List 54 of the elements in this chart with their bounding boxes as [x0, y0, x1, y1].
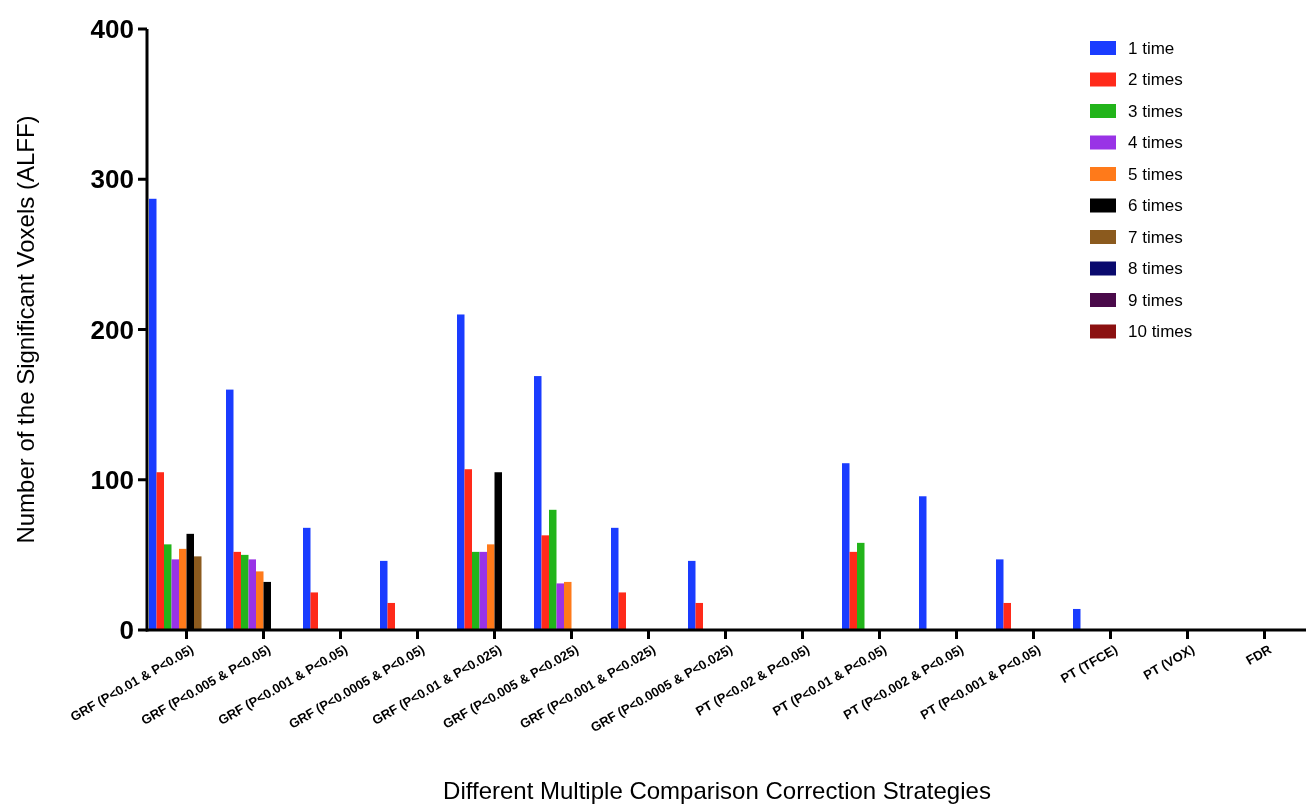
legend-label: 4 times: [1128, 133, 1183, 153]
bar: [149, 198, 157, 630]
bar: [541, 535, 549, 630]
legend-label: 10 times: [1128, 322, 1193, 342]
bar: [241, 554, 249, 630]
bar: [164, 544, 172, 630]
bar: [457, 314, 465, 630]
bar: [387, 602, 395, 630]
bar: [479, 551, 487, 630]
bar: [310, 592, 318, 630]
bar: [549, 509, 557, 630]
bar: [564, 581, 572, 630]
x-tick-label: FDR: [1243, 641, 1275, 668]
x-axis-title: Different Multiple Comparison Correction Strategies: [443, 777, 991, 804]
bar: [996, 559, 1004, 630]
bar: [849, 551, 857, 630]
bar: [1073, 608, 1081, 630]
bar: [556, 583, 564, 630]
legend-label: 1 time: [1128, 38, 1175, 58]
bar: [1003, 602, 1011, 630]
bar: [857, 542, 865, 630]
y-tick-label: 400: [90, 14, 134, 45]
bar: [534, 376, 542, 630]
legend-label: 9 times: [1128, 290, 1183, 310]
y-tick-label: 100: [90, 464, 134, 495]
bar: [226, 389, 234, 630]
bar: [464, 469, 472, 630]
bar: [695, 602, 703, 630]
bar: [919, 496, 927, 630]
bar: [618, 592, 626, 630]
y-tick-label: 0: [119, 615, 134, 646]
y-tick-label: 300: [90, 164, 134, 195]
bar: [842, 463, 850, 630]
bar: [194, 556, 202, 630]
bar: [487, 544, 495, 630]
legend-label: 6 times: [1128, 196, 1183, 216]
bar: [248, 559, 256, 630]
bar: [472, 551, 480, 630]
bar: [256, 571, 264, 630]
y-tick-label: 200: [90, 314, 134, 345]
legend-label: 5 times: [1128, 164, 1183, 184]
bar: [156, 472, 164, 630]
legend-label: 3 times: [1128, 101, 1183, 121]
legend-label: 8 times: [1128, 259, 1183, 279]
bar: [171, 559, 179, 630]
y-axis-title: Number of the Significant Voxels (ALFF): [12, 115, 39, 544]
bar: [303, 527, 311, 630]
bar: [179, 548, 187, 630]
bar: [611, 527, 619, 630]
legend-label: 7 times: [1128, 227, 1183, 247]
bar: [233, 551, 241, 630]
legend-label: 2 times: [1128, 70, 1183, 90]
bar: [688, 560, 696, 630]
bar: [380, 560, 388, 630]
